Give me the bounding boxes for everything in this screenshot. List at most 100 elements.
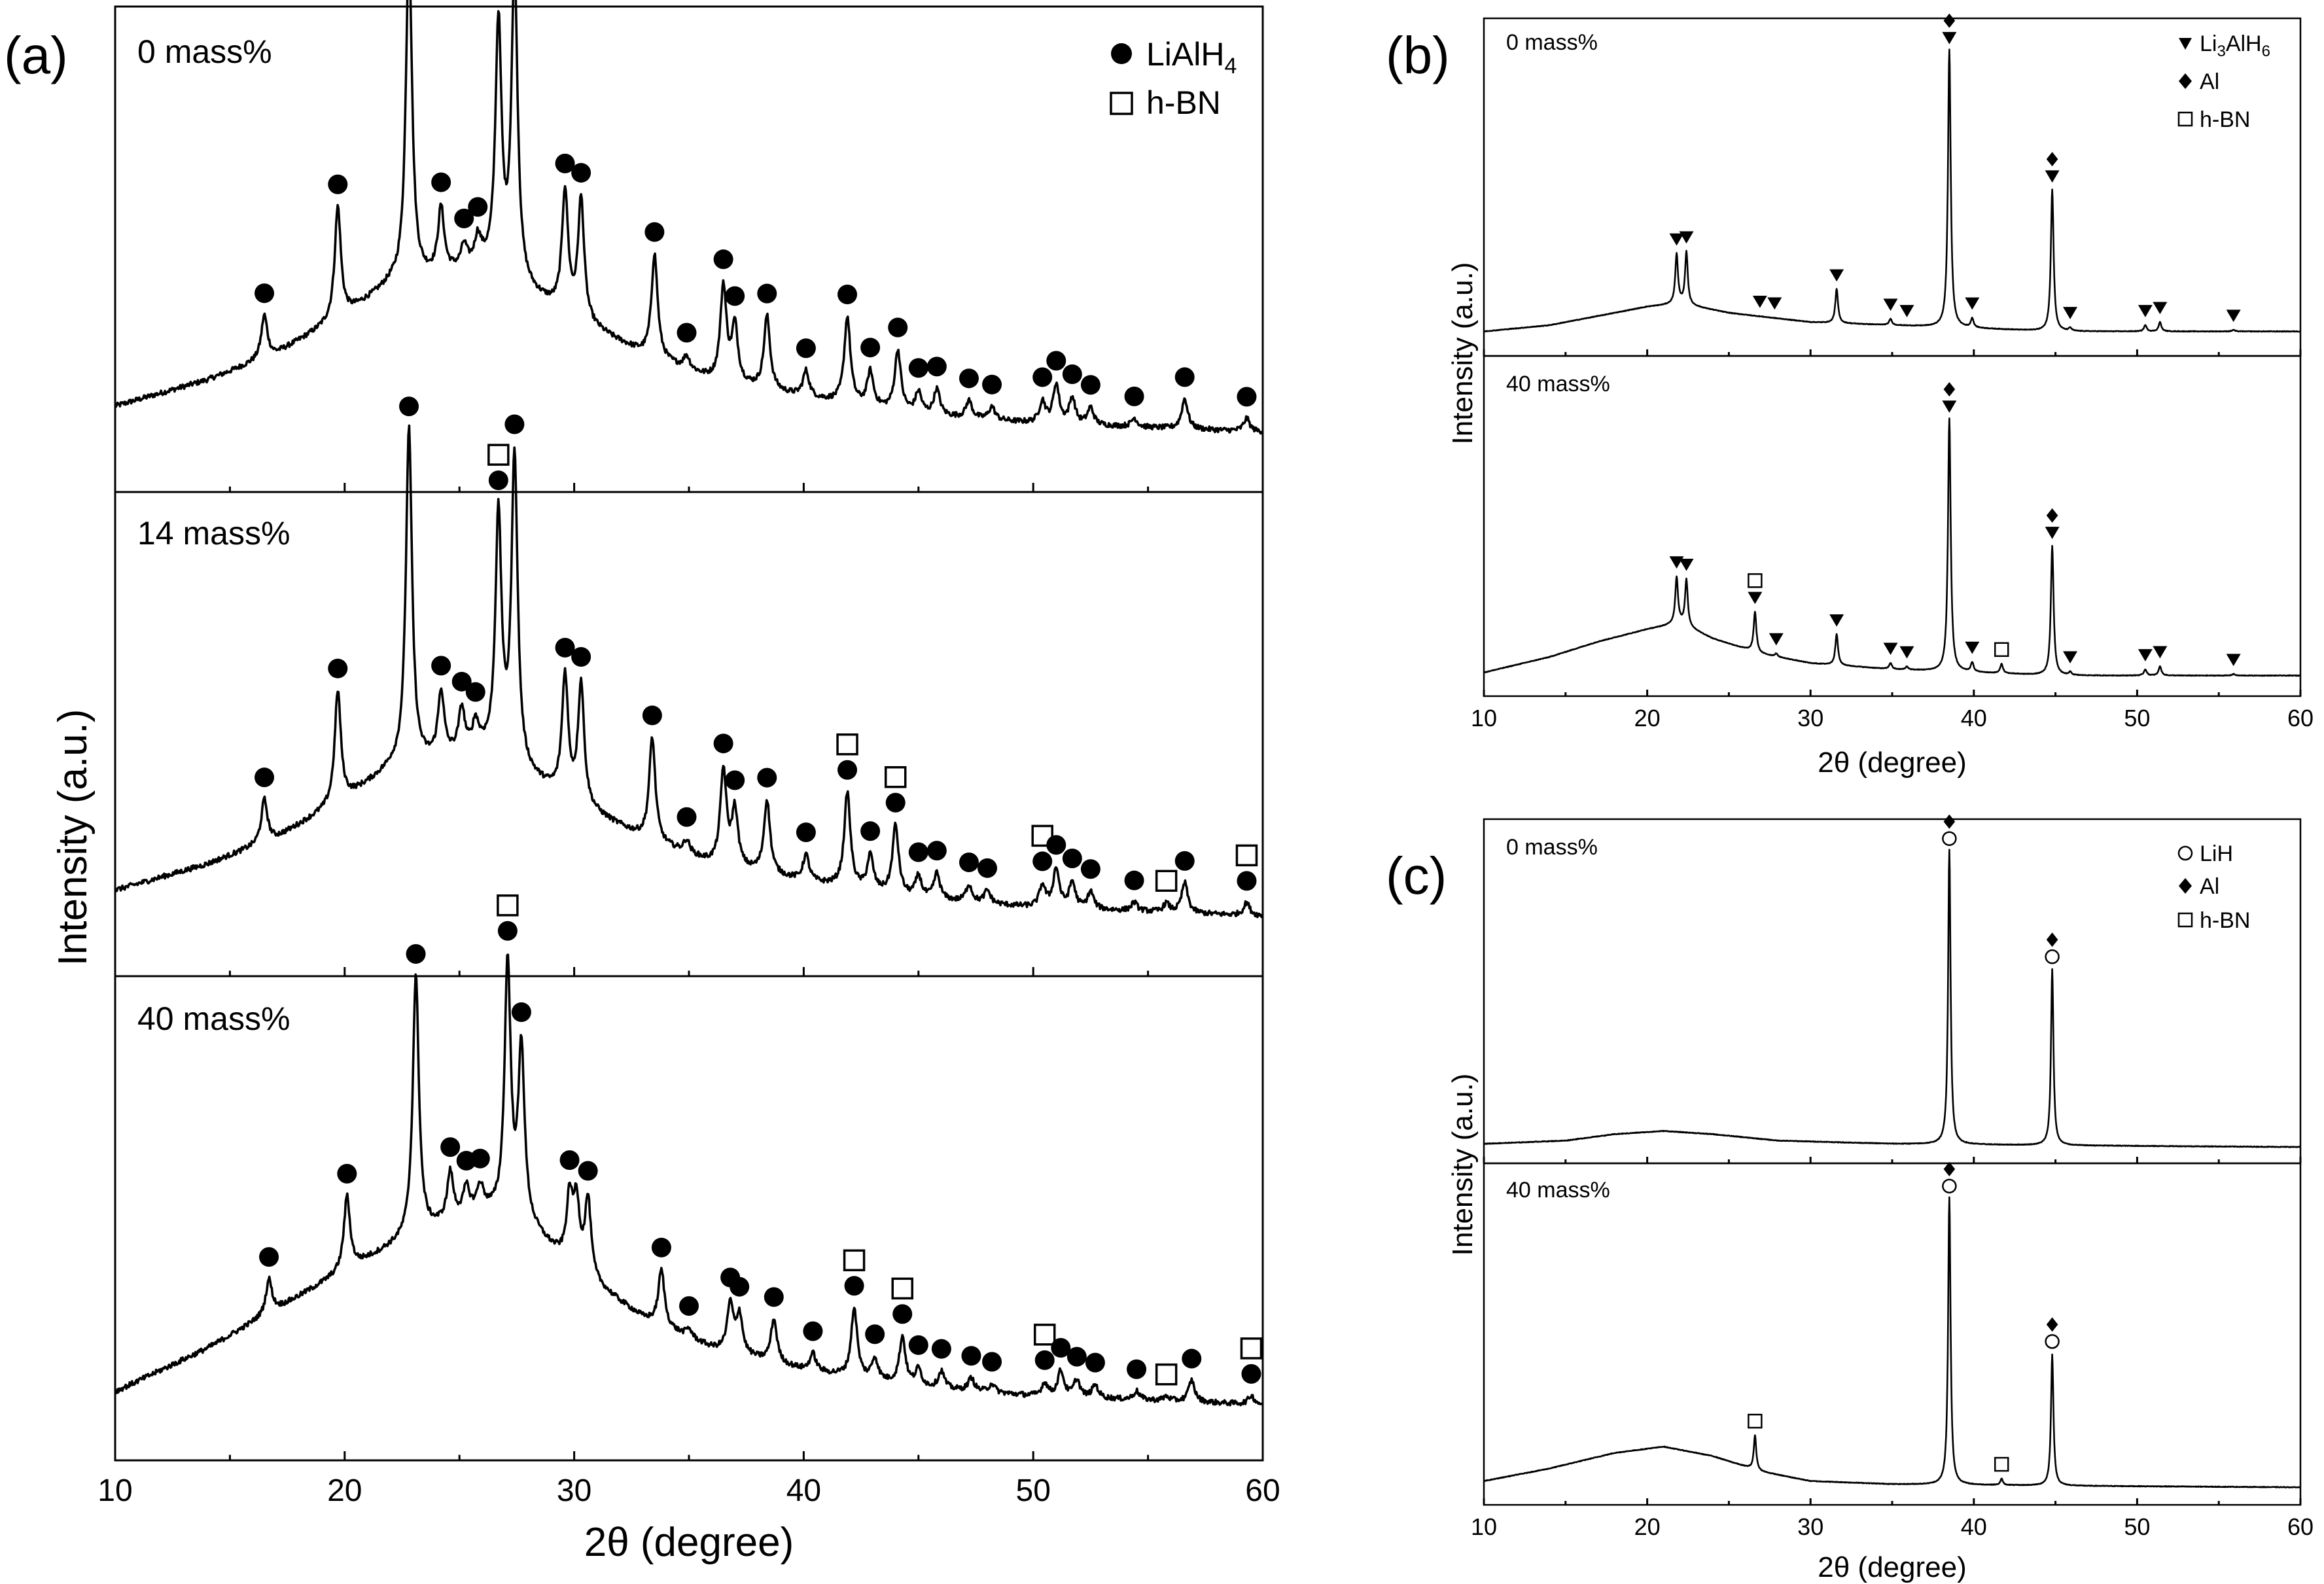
- marker-a-2-square: [843, 1249, 866, 1272]
- legend-open-square-marker: [2177, 912, 2193, 928]
- marker-a-1-circle: [399, 396, 419, 417]
- marker-b-0-triangle: [1965, 297, 1980, 310]
- xrd-trace-a-1: [114, 424, 1263, 919]
- marker-a-2-circle: [908, 1335, 928, 1355]
- marker-a-2-circle: [982, 1352, 1002, 1372]
- marker-a-2-circle: [337, 1163, 357, 1184]
- marker-a-2-circle: [764, 1287, 784, 1307]
- marker-a-2-circle: [259, 1247, 279, 1267]
- marker-a-0-circle: [908, 358, 928, 378]
- marker-b-0-triangle: [2153, 302, 2168, 315]
- marker-b-1-triangle: [1679, 558, 1694, 571]
- marker-a-0-circle: [959, 368, 979, 389]
- marker-b-0-triangle: [1942, 31, 1957, 44]
- marker-a-1-circle: [488, 470, 508, 491]
- marker-a-1-circle: [642, 705, 662, 726]
- panel-a: (a) Intensity (a.u.) 0 mass% 14 mass% 40…: [4, 0, 1280, 1565]
- legend-al-label: Al: [2200, 69, 2219, 94]
- marker-a-1-circle: [757, 767, 777, 788]
- legend-hbn-label: h-BN: [2200, 908, 2250, 933]
- marker-a-0-circle: [1032, 367, 1053, 387]
- legend-hbn-label: h-BN: [2200, 107, 2250, 132]
- panel-b-series-0-label: 0 mass%: [1506, 30, 1598, 55]
- marker-a-0-circle: [1080, 375, 1100, 395]
- marker-a-2-circle: [578, 1161, 598, 1181]
- marker-a-0-circle: [796, 338, 816, 359]
- marker-a-2-square: [1240, 1337, 1263, 1360]
- marker-a-0-circle: [860, 338, 881, 358]
- panel-b: (b) Intensity (a.u.) 0 mass% 40 mass% Li…: [1386, 13, 2314, 779]
- marker-b-1-diamond: [1943, 382, 1956, 397]
- x-tick-label-b: 30: [1797, 705, 1823, 731]
- marker-a-0-circle: [255, 283, 275, 304]
- marker-a-2-circle: [1066, 1346, 1087, 1367]
- marker-c-1-diamond: [1943, 1161, 1956, 1176]
- panel-a-series-0-label: 0 mass%: [137, 33, 272, 70]
- marker-a-0-circle: [888, 317, 908, 338]
- marker-b-1-triangle: [2063, 651, 2078, 664]
- legend-li3alh6-alh: AlH: [2226, 31, 2262, 56]
- legend-hbn-label: h-BN: [1146, 84, 1221, 121]
- legend-filled-circle-marker: [1111, 43, 1132, 64]
- marker-a-1-circle: [977, 858, 998, 878]
- marker-a-2-circle: [559, 1150, 580, 1170]
- marker-a-0-circle: [644, 222, 665, 242]
- legend-open-square-marker: [2177, 111, 2193, 127]
- marker-a-0-circle: [1124, 386, 1144, 406]
- legend-liAlH4-sub: 4: [1224, 54, 1237, 79]
- marker-a-0-circle: [926, 357, 947, 377]
- marker-c-1-circle: [2045, 1334, 2060, 1349]
- marker-a-2-circle: [961, 1346, 981, 1366]
- panel-c-title: (c): [1386, 847, 1447, 905]
- marker-a-0-circle: [837, 285, 858, 305]
- marker-c-0-circle: [1942, 831, 1957, 846]
- marker-a-2-circle: [651, 1237, 671, 1258]
- marker-a-2-circle: [1241, 1364, 1261, 1384]
- panel-a-frame-1: [114, 491, 1264, 977]
- marker-a-1-circle: [555, 637, 575, 658]
- legend-al-label: Al: [2200, 874, 2219, 899]
- legend-lih-label: LiH: [2200, 841, 2233, 866]
- panel-a-series-2-label: 40 mass%: [137, 1000, 290, 1037]
- marker-a-1-circle: [908, 842, 928, 862]
- marker-b-1-triangle: [1942, 400, 1957, 413]
- x-tick-label-b: 60: [2287, 705, 2314, 731]
- panel-c-series-0-label: 0 mass%: [1506, 835, 1598, 860]
- xrd-trace-b-0: [1483, 48, 2301, 333]
- marker-a-2-circle: [1182, 1348, 1202, 1369]
- x-tick-label-a: 60: [1245, 1473, 1280, 1508]
- panel-a-ylabel: Intensity (a.u.): [50, 709, 96, 966]
- marker-a-2-circle: [470, 1148, 490, 1169]
- marker-b-0-triangle: [1752, 295, 1767, 308]
- marker-a-2-circle: [844, 1276, 864, 1296]
- legend-filled-diamond-marker: [2179, 73, 2192, 89]
- marker-b-1-triangle: [2138, 649, 2153, 661]
- marker-b-1-triangle: [1965, 641, 1980, 654]
- marker-b-0-triangle: [2138, 305, 2153, 317]
- marker-a-1-circle: [255, 767, 275, 788]
- marker-b-0-triangle: [1899, 305, 1914, 317]
- marker-a-1-circle: [725, 770, 745, 790]
- panel-c-xlabel: 2θ (degree): [1818, 1551, 1966, 1583]
- x-tick-label-c: 60: [2287, 1513, 2314, 1540]
- marker-b-1-triangle: [1748, 591, 1763, 605]
- marker-b-0-diamond: [1943, 13, 1956, 28]
- marker-a-2-circle: [679, 1296, 699, 1316]
- panel-b-ylabel: Intensity (a.u.): [1447, 262, 1479, 445]
- x-tick-label-a: 40: [786, 1473, 821, 1508]
- x-tick-label-c: 10: [1471, 1513, 1497, 1540]
- marker-b-1-diamond: [2046, 508, 2058, 523]
- marker-a-0-circle: [713, 249, 733, 270]
- marker-a-1-circle: [1080, 859, 1100, 879]
- marker-b-0-triangle: [2063, 307, 2078, 319]
- xrd-trace-a-0: [114, 0, 1263, 435]
- marker-c-0-diamond: [1943, 814, 1956, 829]
- xrd-trace-c-0: [1483, 849, 2301, 1148]
- marker-a-1-square: [1235, 844, 1258, 867]
- x-tick-label-a: 30: [557, 1473, 591, 1508]
- marker-a-0-circle: [454, 208, 474, 228]
- marker-a-2-circle: [803, 1321, 823, 1341]
- marker-a-2-square: [891, 1277, 913, 1300]
- marker-a-2-circle: [497, 921, 518, 941]
- marker-c-1-circle: [1942, 1178, 1957, 1194]
